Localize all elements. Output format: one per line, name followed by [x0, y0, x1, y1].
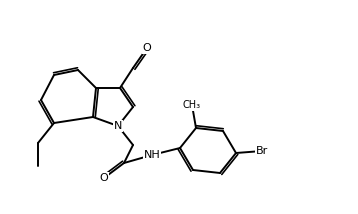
Text: CH₃: CH₃: [183, 100, 201, 110]
Text: Br: Br: [256, 146, 268, 156]
Text: NH: NH: [144, 150, 160, 160]
Text: O: O: [142, 43, 151, 53]
Text: N: N: [114, 121, 122, 131]
Text: O: O: [100, 173, 108, 183]
